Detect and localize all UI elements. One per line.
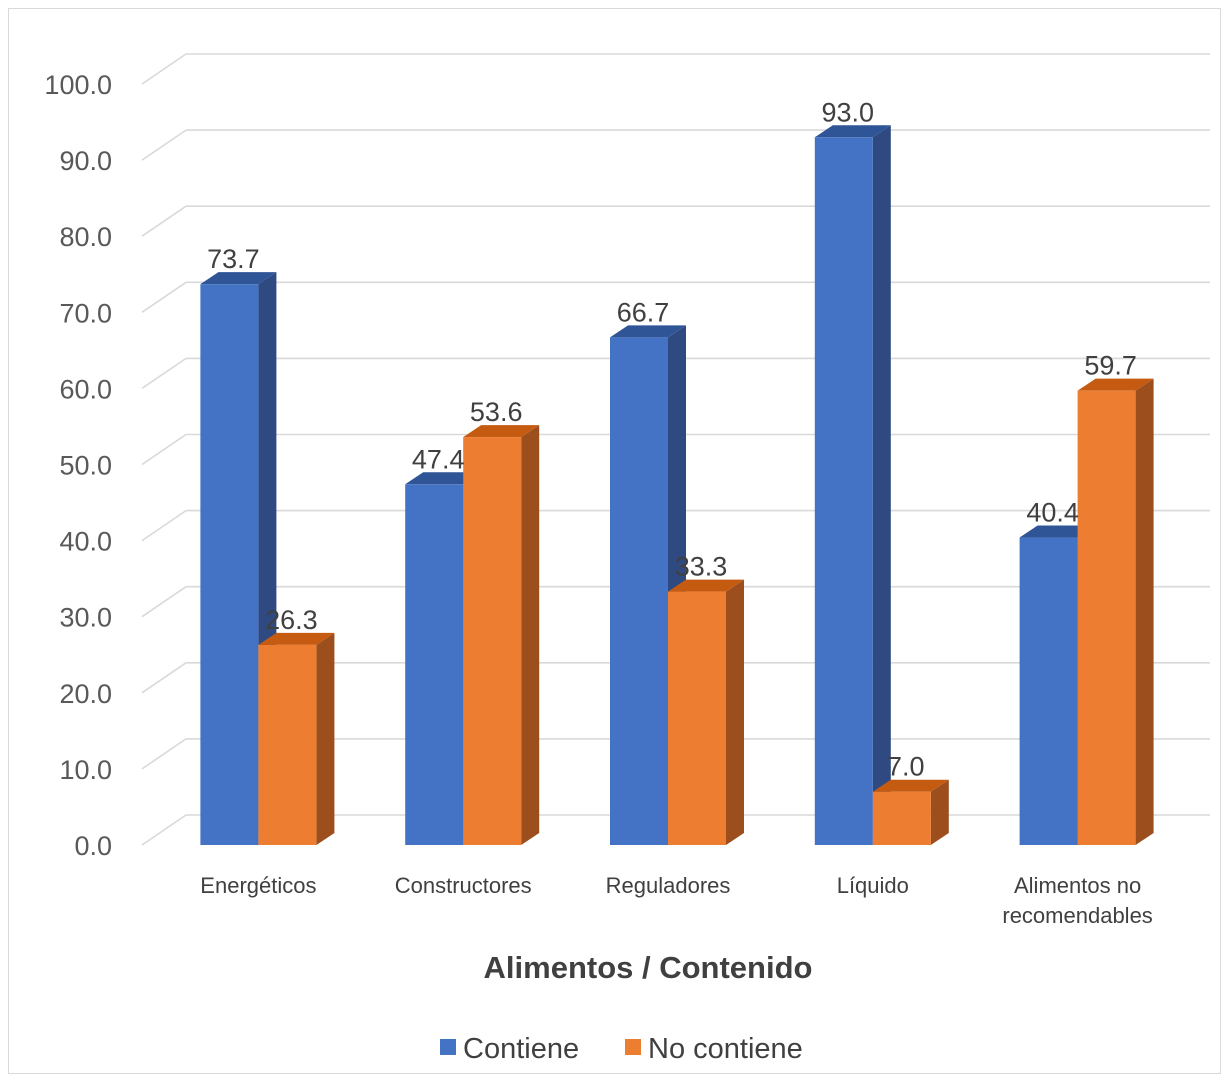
y-tick-label: 90.0 [59,146,112,176]
bar-contiene [200,272,277,845]
x-category-label: Energéticos [200,873,316,898]
legend: Contiene No contiene [440,1033,803,1065]
gridline-diagonal [141,814,187,846]
bar-front [814,137,873,845]
data-label: 40.4 [1026,498,1079,528]
data-label: 47.4 [412,444,465,474]
bars [200,125,1154,846]
bar-contiene [610,325,686,846]
gridline-diagonal [141,205,187,237]
data-label: 53.6 [470,397,523,427]
bar-top [668,579,744,592]
y-tick-label: 0.0 [74,831,112,861]
data-label: 66.7 [617,297,670,327]
y-tick-label: 40.0 [59,527,112,557]
data-label: 26.3 [265,605,318,635]
y-tick-label: 60.0 [59,374,112,404]
gridline-diagonal [141,738,187,770]
bar-side [521,425,540,845]
bar-side [1135,378,1154,845]
x-category-label: Líquido [837,873,909,898]
gridline-diagonal [141,129,187,161]
data-label: 73.7 [207,244,260,274]
bar-top [872,779,949,792]
data-labels: 73.7 26.3 47.453.6 66.7 33.3 93.0 7.0 40.4 59.7 [207,97,1137,781]
legend-label: No contiene [648,1033,803,1065]
y-tick-label: 70.0 [59,298,112,328]
gridline-diagonal [141,586,187,618]
data-label: 93.0 [822,97,875,127]
bar-top [463,425,540,438]
gridline-diagonal [141,509,187,542]
x-category-label: Alimentos no recomendables [1002,873,1152,928]
bar-side [930,779,949,845]
bar-no-contiene [1077,378,1154,845]
gridline-diagonal [141,357,187,390]
bar-front [610,337,668,845]
y-tick-label: 10.0 [59,755,112,785]
bar-front [668,591,726,845]
bar-front [258,644,317,845]
x-axis-title: Alimentos / Contenido [484,950,813,985]
bar-top [610,325,686,338]
bar-side [316,632,335,845]
bar-top [1077,378,1154,391]
bar-front [463,437,522,845]
data-label: 59.7 [1084,351,1137,381]
bar-side [872,125,891,845]
legend-label: Contiene [463,1033,579,1065]
x-axis-categories: Energéticos Constructores Reguladores Líqui… [200,873,1153,928]
bar-front [872,791,931,845]
bar-no-contiene [872,779,949,845]
y-tick-label: 80.0 [59,222,112,252]
data-label: 33.3 [675,552,728,582]
bar-top [1019,525,1096,538]
y-tick-label: 50.0 [59,451,112,481]
gridline-diagonal [141,662,187,694]
y-tick-label: 30.0 [59,603,112,633]
y-tick-label: 20.0 [59,679,112,709]
bar-no-contiene [258,632,335,845]
y-tick-label: 100.0 [44,70,112,100]
bar-front [1077,390,1136,845]
bar-top [405,472,482,485]
legend-swatch [625,1039,641,1055]
x-category-label: Constructores [395,873,532,898]
bar-side [726,579,744,845]
bar-contiene [814,125,891,845]
gridline-diagonal [141,53,187,85]
bar-top [258,632,335,645]
bar-top [200,272,277,285]
bar-no-contiene [463,425,540,845]
x-category-label: Reguladores [606,873,731,898]
bar-front [405,484,464,845]
bar-no-contiene [668,579,744,845]
data-label: 7.0 [887,752,925,782]
y-axis-ticks: 0.0 10.0 20.0 30.0 40.0 50.0 60.0 70.0 80.0 90.0 1… [44,70,112,861]
legend-swatch [440,1039,456,1055]
gridline-diagonal [141,433,187,466]
gridline-diagonal [141,281,187,313]
bar-front [1019,537,1078,845]
bar-front [200,284,259,845]
bar-top [814,125,891,138]
